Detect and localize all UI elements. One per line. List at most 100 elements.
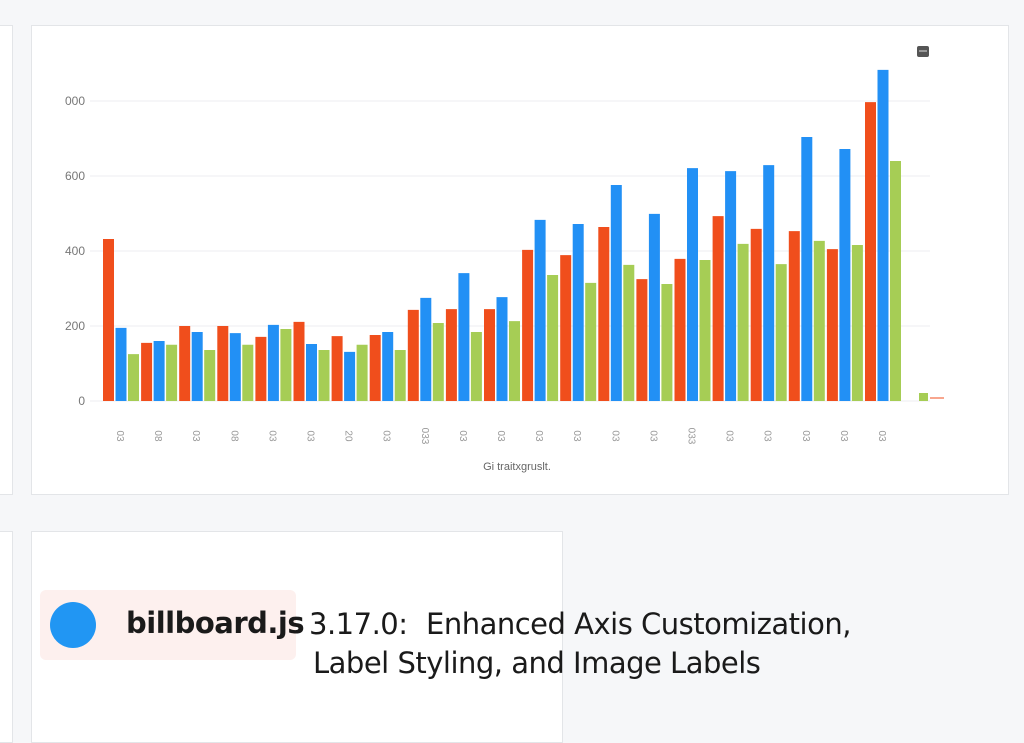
bar [839, 149, 851, 401]
bar [877, 69, 889, 401]
x-tick-label: 03 [609, 430, 620, 442]
bar [763, 165, 775, 401]
y-tick-label: 600 [65, 169, 85, 183]
bar [344, 351, 356, 401]
bar [699, 260, 711, 401]
bar [407, 309, 419, 401]
y-tick-label: 400 [65, 244, 85, 258]
bar [865, 102, 876, 401]
bar [331, 336, 343, 401]
bar [242, 344, 254, 401]
bar [496, 297, 508, 401]
bar [432, 323, 444, 401]
bar [826, 249, 838, 401]
bar [522, 249, 534, 401]
x-tick-label: 03 [190, 430, 201, 442]
bar [128, 354, 139, 401]
headline-line1: Enhanced Axis Customization, [426, 607, 851, 641]
bar [598, 227, 610, 401]
brand-name: billboard.js [126, 606, 305, 640]
bar [255, 336, 267, 401]
legend-swatch [919, 393, 928, 401]
bar [369, 335, 381, 401]
x-tick-label: 03 [571, 430, 582, 442]
bar [458, 273, 470, 401]
version-label: 3.17.0: [309, 607, 408, 641]
x-tick-label: 08 [152, 430, 163, 442]
bar [661, 284, 673, 401]
bar [306, 344, 317, 401]
bar [636, 279, 648, 401]
bar [470, 332, 482, 401]
headline-line2: Label Styling, and Image Labels [313, 646, 761, 680]
bar [445, 309, 457, 401]
x-tick-label: 03 [495, 430, 506, 442]
bar [687, 168, 698, 401]
bar [585, 282, 597, 401]
x-tick-label: 03 [533, 430, 544, 442]
x-tick-label: 03 [266, 430, 277, 442]
x-tick-label: 03 [647, 430, 658, 442]
x-tick-label: 033 [419, 428, 430, 445]
bar [572, 224, 584, 401]
bar [217, 326, 229, 401]
bar [610, 185, 622, 401]
bar [204, 350, 216, 401]
bar [318, 350, 330, 401]
bar [648, 213, 660, 401]
x-tick-label: 03 [838, 430, 849, 442]
bar [775, 264, 787, 401]
bar [484, 309, 495, 401]
bar [141, 342, 153, 401]
x-tick-label: 08 [228, 430, 239, 442]
y-tick-label: 000 [65, 94, 85, 108]
bar [712, 216, 724, 401]
x-tick-label: 03 [876, 430, 887, 442]
bar [750, 228, 762, 401]
x-tick-label: 20 [343, 430, 354, 442]
left-card-partial [0, 25, 13, 495]
bar [394, 350, 406, 401]
y-tick-label: 0 [78, 394, 85, 408]
x-tick-label: 03 [305, 430, 316, 442]
bar [560, 255, 572, 401]
bar [356, 344, 368, 401]
x-tick-label: 03 [114, 430, 125, 442]
bar [851, 245, 863, 401]
bar [509, 321, 520, 401]
bar [229, 333, 241, 401]
x-tick-label: 03 [457, 430, 468, 442]
bar [890, 161, 901, 401]
bar [737, 243, 749, 401]
x-axis-title: Gi traitxgruslt. [483, 461, 551, 473]
x-tick-label: 03 [724, 430, 735, 442]
bar [788, 231, 800, 401]
bar [191, 332, 203, 401]
bar [725, 171, 737, 401]
bar [166, 344, 178, 401]
x-tick-label: 03 [381, 430, 392, 442]
circle-icon [50, 602, 96, 648]
bar [267, 324, 279, 401]
bar [674, 258, 686, 401]
article-card [31, 531, 563, 743]
bar [623, 264, 635, 401]
bar [420, 297, 432, 401]
x-tick-label: 033 [686, 428, 697, 445]
bar [115, 327, 127, 401]
bar [547, 275, 559, 401]
bar [382, 332, 394, 401]
x-tick-label: 03 [762, 430, 773, 442]
y-tick-label: 200 [65, 319, 85, 333]
bar [103, 239, 114, 401]
bar-chart: 0 200 400 600 000 03 08 03 08 03 03 20 03 033 03 03 03 03… [65, 46, 944, 473]
bar [153, 341, 165, 401]
bar [293, 321, 305, 401]
bar [534, 219, 546, 401]
bar [813, 240, 825, 401]
x-tick-label: 03 [800, 430, 811, 442]
bar [179, 326, 191, 401]
bar [280, 329, 292, 401]
left-card-partial-bottom [0, 531, 13, 743]
bar [801, 137, 813, 401]
